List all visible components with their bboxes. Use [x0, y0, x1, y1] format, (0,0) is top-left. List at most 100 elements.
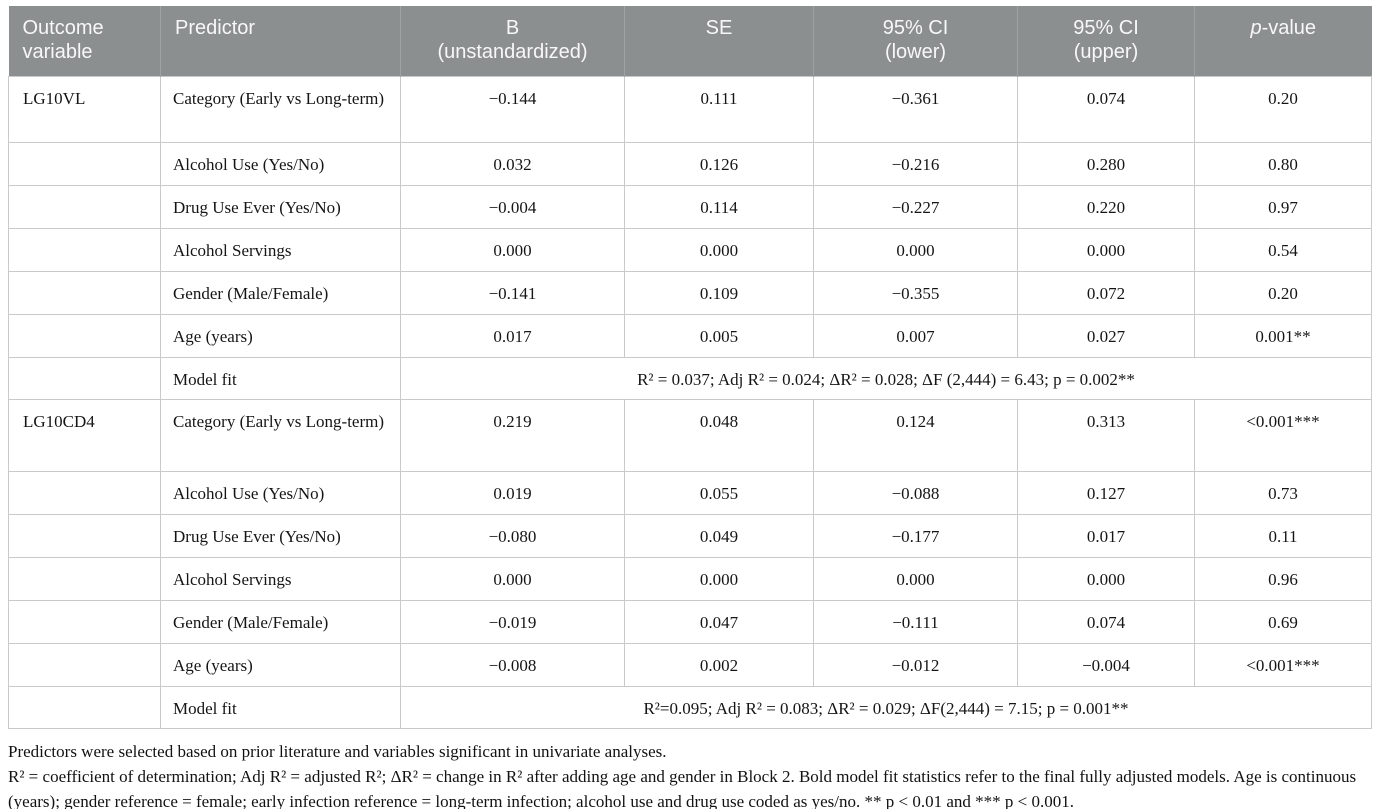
predictor-cell: Drug Use Ever (Yes/No) [160, 184, 401, 229]
b-cell: 0.019 [400, 470, 625, 515]
header-line: p-value [1201, 16, 1366, 40]
header-cell-predictor: Predictor [160, 6, 401, 76]
b-cell: −0.141 [400, 270, 625, 315]
outcome-cell [8, 685, 161, 729]
header-cell-se: SE [624, 6, 814, 76]
predictor-cell: Age (years) [160, 313, 401, 358]
se-cell: 0.126 [624, 141, 814, 186]
table-row: Alcohol Servings 0.000 0.000 0.000 0.000… [8, 227, 1372, 272]
header-cell-ci-lower: 95% CI (lower) [813, 6, 1018, 76]
ci-upper-cell: 0.280 [1017, 141, 1195, 186]
p-cell: 0.97 [1194, 184, 1372, 229]
ci-upper-cell: 0.313 [1017, 398, 1195, 472]
b-cell: −0.008 [400, 642, 625, 687]
b-cell: 0.219 [400, 398, 625, 472]
outcome-cell [8, 227, 161, 272]
footnote-line-2: R² = coefficient of determination; Adj R… [8, 766, 1357, 809]
se-cell: 0.000 [624, 227, 814, 272]
results-table: Outcome variable Predictor B (unstandard… [8, 6, 1372, 729]
table-row: Alcohol Use (Yes/No) 0.032 0.126 −0.216 … [8, 141, 1372, 186]
p-cell: <0.001*** [1194, 398, 1372, 472]
predictor-cell: Category (Early vs Long-term) [160, 398, 401, 472]
model-fit-label-cell: Model fit [160, 356, 401, 400]
header-line: SE [705, 17, 733, 39]
ci-lower-cell: 0.124 [813, 398, 1018, 472]
ci-upper-cell: 0.017 [1017, 513, 1195, 558]
header-line: 95% CI [882, 17, 949, 39]
outcome-cell [8, 356, 161, 400]
ci-lower-cell: 0.000 [813, 556, 1018, 601]
b-cell: −0.144 [400, 75, 625, 143]
ci-lower-cell: 0.007 [813, 313, 1018, 358]
model-fit-stats-cell: R² = 0.037; Adj R² = 0.024; ΔR² = 0.028;… [400, 356, 1372, 400]
ci-lower-cell: −0.361 [813, 75, 1018, 143]
header-line: Outcome [22, 17, 104, 39]
predictor-cell: Age (years) [160, 642, 401, 687]
table-row: Gender (Male/Female) −0.141 0.109 −0.355… [8, 270, 1372, 315]
footnote-line-1: Predictors were selected based on prior … [8, 741, 667, 761]
p-cell: 0.69 [1194, 599, 1372, 644]
p-cell: 0.54 [1194, 227, 1372, 272]
ci-upper-cell: 0.000 [1017, 556, 1195, 601]
predictor-cell: Alcohol Use (Yes/No) [160, 470, 401, 515]
predictor-cell: Category (Early vs Long-term) [160, 75, 401, 143]
p-cell: <0.001*** [1194, 642, 1372, 687]
predictor-cell: Gender (Male/Female) [160, 270, 401, 315]
b-cell: −0.019 [400, 599, 625, 644]
se-cell: 0.047 [624, 599, 814, 644]
ci-upper-cell: 0.074 [1017, 75, 1195, 143]
ci-lower-cell: −0.012 [813, 642, 1018, 687]
table-row: LG10CD4 Category (Early vs Long-term) 0.… [8, 398, 1372, 472]
se-cell: 0.049 [624, 513, 814, 558]
p-cell: 0.96 [1194, 556, 1372, 601]
predictor-cell: Alcohol Servings [160, 227, 401, 272]
header-cell-p-value: p-value [1194, 6, 1372, 76]
outcome-cell [8, 642, 161, 687]
p-cell: 0.20 [1194, 270, 1372, 315]
table-header-row: Outcome variable Predictor B (unstandard… [8, 6, 1372, 76]
outcome-cell [8, 599, 161, 644]
b-cell: 0.000 [400, 556, 625, 601]
table-row: Drug Use Ever (Yes/No) −0.004 0.114 −0.2… [8, 184, 1372, 229]
header-cell-outcome-variable: Outcome variable [8, 6, 161, 76]
header-line: variable [22, 41, 93, 63]
model-fit-row: Model fit R² = 0.037; Adj R² = 0.024; ΔR… [8, 356, 1372, 400]
ci-lower-cell: −0.216 [813, 141, 1018, 186]
table-row: LG10VL Category (Early vs Long-term) −0.… [8, 75, 1372, 143]
p-cell: 0.001** [1194, 313, 1372, 358]
b-cell: −0.004 [400, 184, 625, 229]
outcome-cell [8, 513, 161, 558]
ci-lower-cell: −0.355 [813, 270, 1018, 315]
table-footnotes: Predictors were selected based on prior … [8, 739, 1367, 809]
ci-upper-cell: 0.072 [1017, 270, 1195, 315]
ci-upper-cell: 0.027 [1017, 313, 1195, 358]
outcome-cell [8, 141, 161, 186]
header-line: (unstandardized) [437, 41, 588, 63]
predictor-cell: Alcohol Servings [160, 556, 401, 601]
header-cell-ci-upper: 95% CI (upper) [1017, 6, 1195, 76]
header-line: 95% CI [1073, 17, 1139, 39]
predictor-cell: Gender (Male/Female) [160, 599, 401, 644]
outcome-cell: LG10CD4 [8, 398, 161, 472]
outcome-cell: LG10VL [8, 75, 161, 143]
ci-lower-cell: −0.088 [813, 470, 1018, 515]
se-cell: 0.111 [624, 75, 814, 143]
table-row: Alcohol Use (Yes/No) 0.019 0.055 −0.088 … [8, 470, 1372, 515]
p-cell: 0.11 [1194, 513, 1372, 558]
header-cell-b-unstandardized: B (unstandardized) [400, 6, 625, 76]
header-line: Predictor [175, 17, 256, 39]
ci-lower-cell: 0.000 [813, 227, 1018, 272]
outcome-cell [8, 470, 161, 515]
se-cell: 0.114 [624, 184, 814, 229]
model-fit-stats-cell: R²=0.095; Adj R² = 0.083; ΔR² = 0.029; Δ… [400, 685, 1372, 729]
p-rest: -value [1261, 17, 1317, 39]
table-row: Age (years) 0.017 0.005 0.007 0.027 0.00… [8, 313, 1372, 358]
predictor-cell: Drug Use Ever (Yes/No) [160, 513, 401, 558]
p-italic: p [1250, 17, 1262, 39]
header-line: B [505, 17, 520, 39]
se-cell: 0.002 [624, 642, 814, 687]
ci-upper-cell: 0.127 [1017, 470, 1195, 515]
header-line: (lower) [884, 41, 947, 63]
model-fit-label-cell: Model fit [160, 685, 401, 729]
